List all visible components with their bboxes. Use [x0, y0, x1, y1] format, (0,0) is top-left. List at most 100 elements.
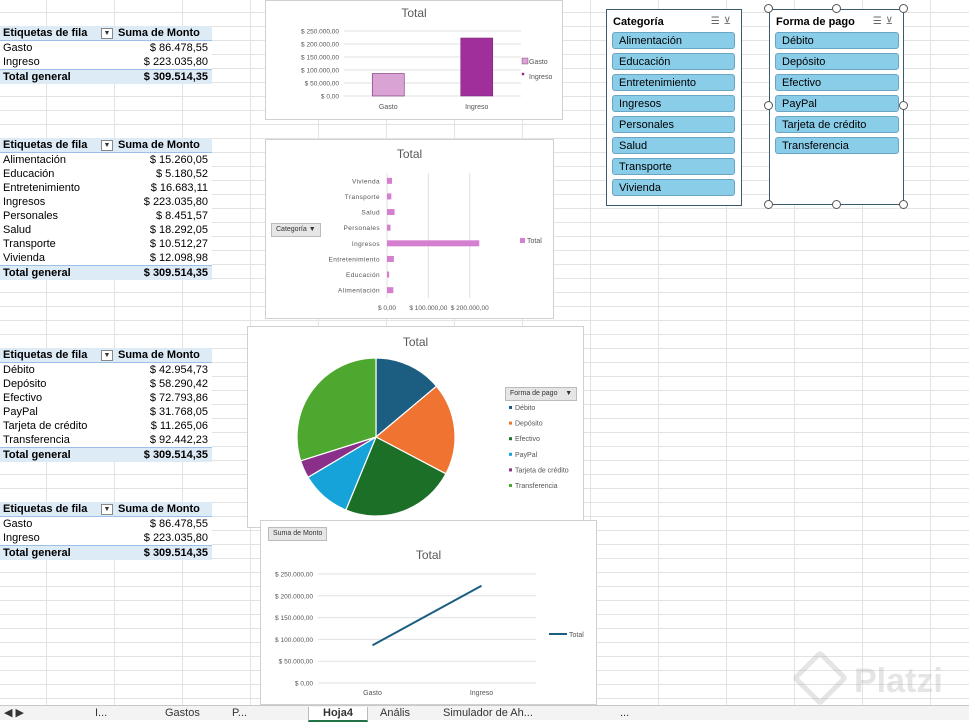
- pivot-total-row: Total general $ 309.514,35: [0, 447, 212, 462]
- hbar-chart-categoria[interactable]: Total Categoría ▼ $ 0,00 $ 100.000,00 $ 20…: [265, 139, 554, 319]
- slicer-item[interactable]: Personales: [612, 116, 735, 133]
- resize-handle-top-right[interactable]: [899, 4, 908, 13]
- row-value: $ 16.683,11: [150, 182, 208, 194]
- pivot-table-3[interactable]: Etiquetas de fila ▼ Suma de Monto Débito $ 4…: [0, 348, 212, 462]
- row-filter-dropdown-icon[interactable]: ▼: [101, 350, 113, 361]
- slicer-item[interactable]: Transporte: [612, 158, 735, 175]
- resize-handle-top[interactable]: [832, 4, 841, 13]
- slicer-item[interactable]: Ingresos: [612, 95, 735, 112]
- pivot-data-row[interactable]: Entretenimiento $ 16.683,11: [0, 181, 212, 195]
- slicer-item[interactable]: Efectivo: [775, 74, 899, 91]
- slicer-item[interactable]: Vivienda: [612, 179, 735, 196]
- row-label: Salud: [3, 224, 32, 236]
- pivot-table-1[interactable]: Etiquetas de fila ▼ Suma de Monto Gasto $ 86…: [0, 26, 212, 84]
- resize-handle-bottom-left[interactable]: [764, 200, 773, 209]
- slicer-item[interactable]: Débito: [775, 32, 899, 49]
- legend-swatch: [509, 484, 512, 487]
- resize-handle-bottom[interactable]: [832, 200, 841, 209]
- pivot-data-row[interactable]: PayPal $ 31.768,05: [0, 405, 212, 419]
- resize-handle-top-left[interactable]: [764, 4, 773, 13]
- clear-filter-icon[interactable]: ⊻: [723, 16, 735, 27]
- pivot-data-row[interactable]: Transferencia $ 92.442,23: [0, 433, 212, 447]
- pivot-data-row[interactable]: Vivienda $ 12.098,98: [0, 251, 212, 265]
- row-filter-dropdown-icon[interactable]: ▼: [101, 28, 113, 39]
- row-label: Transferencia: [3, 434, 70, 446]
- slicer-item[interactable]: Tarjeta de crédito: [775, 116, 899, 133]
- sheet-tab[interactable]: I...: [95, 707, 108, 719]
- multiselect-icon[interactable]: ☰: [872, 16, 886, 27]
- row-label: Entretenimiento: [3, 182, 81, 194]
- pivot-data-row[interactable]: Depósito $ 58.290,42: [0, 377, 212, 391]
- hbar-3: [387, 224, 391, 231]
- y-tick-label: $ 50.000,00: [279, 659, 314, 666]
- pivot-data-row[interactable]: Gasto $ 86.478,55: [0, 41, 212, 55]
- sheet-tab[interactable]: Simulador de Ah...: [443, 707, 533, 719]
- pivot-data-row[interactable]: Ingresos $ 223.035,80: [0, 195, 212, 209]
- bar-chart-plot: $ 250.000,00 $ 200.000,00 $ 150.000,00 $ 10…: [301, 29, 552, 112]
- slicer-categoria[interactable]: Categoría ☰⊻ Alimentación Educación Entret…: [606, 9, 742, 206]
- line-chart-gasto-ingreso[interactable]: Suma de Monto Total $ 250.000,00 $ 200.00…: [260, 520, 597, 705]
- sheet-tab[interactable]: ...: [620, 707, 630, 719]
- pivot-header-row: Etiquetas de fila ▼ Suma de Monto: [0, 138, 212, 153]
- categoria-field-button[interactable]: Categoría ▼: [271, 223, 321, 237]
- sheet-tab[interactable]: Gastos: [165, 707, 200, 719]
- pivot-data-row[interactable]: Alimentación $ 15.260,05: [0, 153, 212, 167]
- legend-swatch: [520, 238, 525, 243]
- slicer-item[interactable]: Transferencia: [775, 137, 899, 154]
- bar-gasto: [371, 73, 405, 97]
- bar-chart-gasto-ingreso[interactable]: Total $ 250.000,00 $ 200.000,00 $ 150.000,…: [265, 0, 563, 120]
- hbar-7: [387, 287, 394, 294]
- hbar-chart-plot: $ 0,00 $ 100.000,00 $ 200.000,00 Vivienda Tr…: [328, 173, 542, 312]
- row-label: Tarjeta de crédito: [3, 420, 88, 432]
- x-tick-label: $ 200.000,00: [451, 305, 489, 312]
- resize-handle-left[interactable]: [764, 101, 773, 110]
- row-filter-dropdown-icon[interactable]: ▼: [101, 504, 113, 515]
- sheet-nav-arrows[interactable]: ◀ ▶: [4, 707, 24, 719]
- row-labels-header: Etiquetas de fila: [3, 503, 88, 515]
- pivot-table-4[interactable]: Etiquetas de fila ▼ Suma de Monto Gasto $ 86…: [0, 502, 212, 560]
- pivot-data-row[interactable]: Ingreso $ 223.035,80: [0, 531, 212, 545]
- row-value: $ 18.292,05: [149, 224, 208, 236]
- slicer-forma-pago[interactable]: Forma de pago ☰⊻ Débito Depósito Efectivo P…: [769, 9, 904, 205]
- slicer-item[interactable]: Alimentación: [612, 32, 735, 49]
- suma-monto-field-button[interactable]: Suma de Monto: [268, 527, 328, 541]
- slicer-item[interactable]: Entretenimiento: [612, 74, 735, 91]
- pivot-data-row[interactable]: Débito $ 42.954,73: [0, 363, 212, 377]
- legend-label: Total: [569, 632, 584, 639]
- total-value: $ 309.514,35: [143, 449, 208, 461]
- legend-label: Efectivo: [515, 436, 540, 443]
- pivot-data-row[interactable]: Gasto $ 86.478,55: [0, 517, 212, 531]
- row-filter-dropdown-icon[interactable]: ▼: [101, 140, 113, 151]
- legend-label: Transferencia: [515, 483, 558, 490]
- pivot-data-row[interactable]: Transporte $ 10.512,27: [0, 237, 212, 251]
- pivot-data-row[interactable]: Efectivo $ 72.793,86: [0, 391, 212, 405]
- pivot-data-row[interactable]: Personales $ 8.451,57: [0, 209, 212, 223]
- sheet-tab[interactable]: P...: [232, 707, 248, 719]
- pie-chart-forma-pago[interactable]: Total Forma de pago ▼ Débito Depósito Efec…: [247, 326, 584, 528]
- sheet-tab-bar: ◀ ▶ I... Gastos P... Hoja4 Anális Simulador d…: [0, 705, 969, 722]
- slicer-item[interactable]: Depósito: [775, 53, 899, 70]
- resize-handle-right[interactable]: [899, 101, 908, 110]
- resize-handle-bottom-right[interactable]: [899, 200, 908, 209]
- row-labels-header: Etiquetas de fila: [3, 349, 88, 361]
- slicer-item[interactable]: Salud: [612, 137, 735, 154]
- slicer-item[interactable]: PayPal: [775, 95, 899, 112]
- pivot-data-row[interactable]: Ingreso $ 223.035,80: [0, 55, 212, 69]
- sheet-tab[interactable]: Hoja4: [308, 707, 368, 722]
- forma-pago-field-button[interactable]: Forma de pago ▼: [505, 387, 578, 401]
- legend-swatch: [521, 57, 529, 65]
- y-tick-label: $ 250.000,00: [275, 572, 313, 579]
- multiselect-icon[interactable]: ☰: [710, 16, 724, 27]
- pivot-data-row[interactable]: Salud $ 18.292,05: [0, 223, 212, 237]
- clear-filter-icon[interactable]: ⊻: [885, 16, 897, 27]
- y-tick-label: $ 150.000,00: [301, 55, 339, 62]
- slicer-forma-pago-title: Forma de pago: [776, 16, 855, 28]
- slicer-item[interactable]: Educación: [612, 53, 735, 70]
- legend-label: Tarjeta de crédito: [515, 467, 569, 474]
- pivot-data-row[interactable]: Educación $ 5.180,52: [0, 167, 212, 181]
- pivot-table-2[interactable]: Etiquetas de fila ▼ Suma de Monto Alimentac…: [0, 138, 212, 280]
- pivot-data-row[interactable]: Tarjeta de crédito $ 11.265,06: [0, 419, 212, 433]
- sheet-tab[interactable]: Anális: [380, 707, 410, 719]
- row-label: Alimentación: [3, 154, 66, 166]
- row-label: Vivienda: [3, 252, 45, 264]
